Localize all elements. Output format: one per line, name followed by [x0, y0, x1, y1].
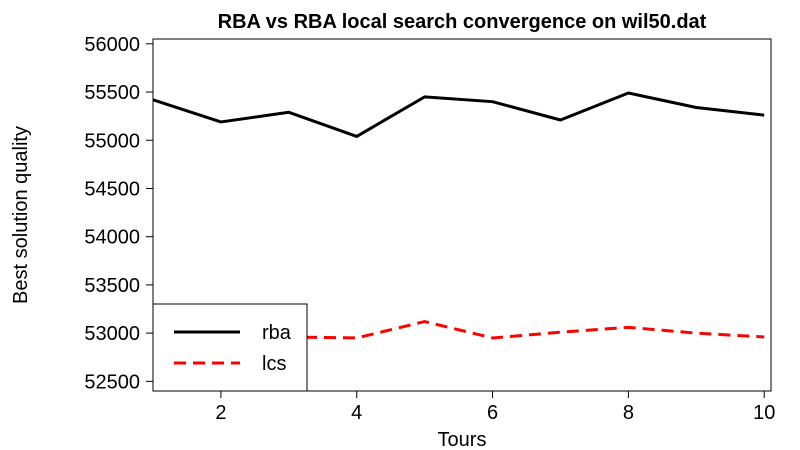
- x-tick-label: 6: [487, 402, 498, 424]
- data-point-lcs: [626, 325, 630, 329]
- data-point-rba: [491, 100, 495, 104]
- data-point-rba: [762, 113, 766, 117]
- y-tick-label: 54500: [84, 178, 140, 200]
- data-point-lcs: [355, 336, 359, 340]
- y-tick-label: 54000: [84, 227, 140, 249]
- chart-title: RBA vs RBA local search convergence on w…: [218, 11, 707, 33]
- data-point-lcs: [558, 330, 562, 334]
- y-tick-label: 53000: [84, 323, 140, 345]
- data-point-lcs: [423, 320, 427, 324]
- y-tick-label: 53500: [84, 275, 140, 297]
- data-point-rba: [558, 118, 562, 122]
- legend-label-rba: rba: [262, 322, 292, 344]
- x-tick-label: 10: [753, 402, 775, 424]
- legend: rba lcs: [152, 303, 308, 392]
- x-tick-label: 2: [215, 402, 226, 424]
- data-point-rba: [423, 95, 427, 99]
- legend-label-lcs: lcs: [262, 353, 286, 375]
- y-tick-label: 56000: [84, 34, 140, 56]
- data-point-lcs: [694, 331, 698, 335]
- data-point-lcs: [762, 335, 766, 339]
- y-tick-label: 55000: [84, 130, 140, 152]
- x-tick-label: 8: [623, 402, 634, 424]
- y-tick-label: 52500: [84, 371, 140, 393]
- data-point-rba: [219, 120, 223, 124]
- data-point-lcs: [491, 336, 495, 340]
- data-point-rba: [626, 91, 630, 95]
- x-axis: 2 4 6 8 10: [215, 391, 775, 424]
- y-axis-label: Best solution quality: [10, 126, 32, 304]
- data-point-rba: [355, 134, 359, 138]
- y-tick-label: 55500: [84, 82, 140, 104]
- data-point-rba: [287, 110, 291, 114]
- data-point-rba: [694, 105, 698, 109]
- x-axis-label: Tours: [438, 429, 487, 450]
- legend-box: [152, 303, 308, 392]
- series-layer: [153, 91, 766, 340]
- y-axis: 52500 53000 53500 54000 54500 55000 55500 56000: [84, 34, 153, 393]
- x-tick-label: 4: [351, 402, 362, 424]
- series-line-rba: [153, 91, 765, 138]
- plot-frame: [152, 38, 772, 392]
